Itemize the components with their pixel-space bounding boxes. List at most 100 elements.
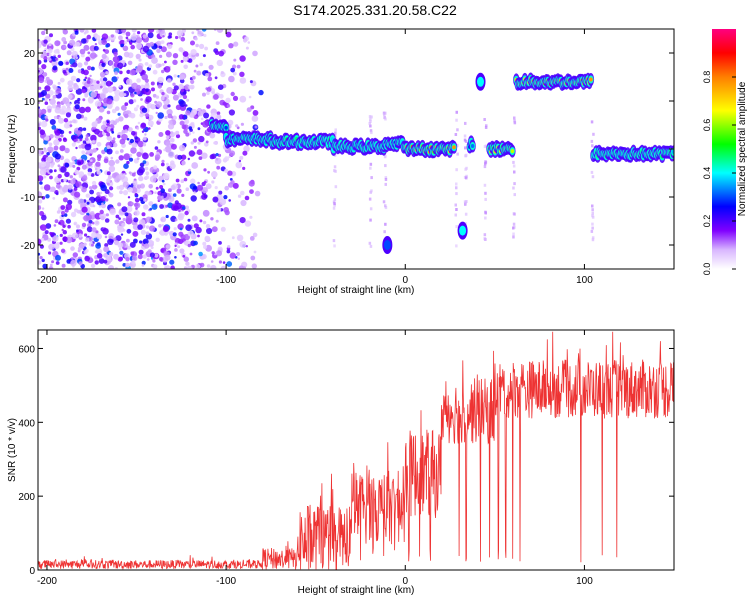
spectrogram-x-tick-label: -100: [216, 275, 236, 286]
noise-cell: [72, 62, 78, 68]
noise-cell: [244, 220, 252, 227]
noise-cell: [105, 198, 109, 202]
noise-cell: [217, 84, 224, 90]
noise-cell: [236, 234, 244, 242]
noise-cell: [198, 108, 202, 111]
noise-cell: [122, 181, 129, 188]
noise-cell: [162, 104, 169, 110]
noise-cell: [83, 31, 87, 35]
noise-cell: [90, 134, 97, 142]
noise-cell: [230, 91, 235, 97]
noise-cell: [135, 37, 143, 44]
streak-cell: [333, 198, 337, 202]
noise-cell: [60, 145, 66, 151]
noise-cell: [91, 29, 97, 33]
noise-cell: [122, 124, 130, 132]
snr-x-tick-label: 100: [576, 576, 593, 587]
noise-cell: [227, 170, 233, 176]
noise-cell: [228, 75, 235, 83]
noise-cell: [64, 162, 70, 168]
noise-cell: [232, 182, 239, 189]
streak-cell: [464, 121, 467, 125]
noise-cell: [164, 60, 167, 64]
noise-cell: [183, 240, 189, 246]
noise-cell: [45, 223, 52, 229]
noise-cell: [38, 42, 42, 49]
noise-cell: [226, 261, 233, 267]
noise-cell: [142, 254, 147, 259]
streak-cell: [384, 177, 388, 181]
noise-cell: [166, 87, 174, 94]
noise-cell: [59, 241, 63, 245]
noise-cell: [104, 243, 109, 248]
noise-cell: [70, 246, 75, 251]
colorbar-ticks: 0.0 0.2 0.4 0.6 0.8: [702, 71, 736, 275]
streak-cell: [454, 213, 457, 217]
noise-cell: [237, 194, 242, 198]
noise-cell: [131, 130, 136, 136]
streak-cell: [484, 191, 487, 195]
noise-cell: [123, 93, 127, 97]
noise-cell: [192, 131, 195, 134]
noise-cell: [53, 85, 58, 90]
noise-cell: [68, 131, 72, 134]
noise-cell: [67, 94, 73, 100]
noise-cell: [54, 40, 61, 47]
noise-cell: [246, 107, 252, 113]
noise-cell: [41, 207, 45, 210]
noise-cell: [210, 264, 217, 269]
noise-cell: [155, 237, 160, 242]
noise-cell: [90, 66, 95, 71]
noise-cell: [115, 118, 120, 123]
noise-cell: [161, 69, 165, 74]
noise-cell: [137, 30, 141, 35]
noise-cell: [121, 206, 128, 213]
noise-cell: [252, 232, 258, 238]
snr-x-tick-label: -200: [37, 576, 57, 587]
noise-cell: [206, 104, 211, 109]
spectrogram-y-tick-label: -10: [21, 193, 36, 204]
noise-cell: [144, 78, 149, 83]
noise-cell: [74, 104, 80, 110]
noise-cell: [56, 210, 61, 214]
noise-cell: [106, 148, 113, 155]
noise-cell: [172, 193, 177, 197]
noise-cell: [104, 218, 110, 223]
noise-cell: [228, 43, 234, 49]
noise-cell: [54, 130, 61, 136]
streak-cell: [456, 152, 459, 156]
noise-cell: [81, 38, 87, 44]
noise-cell: [237, 257, 240, 260]
noise-cell: [73, 187, 78, 191]
noise-cell: [84, 76, 88, 80]
noise-cell: [182, 94, 188, 100]
streak-cell: [512, 164, 516, 168]
noise-cell: [106, 98, 113, 105]
noise-cell: [55, 261, 60, 265]
noise-cell: [180, 179, 185, 183]
noise-cell: [185, 261, 190, 266]
noise-cell: [181, 29, 186, 33]
noise-cell: [151, 203, 158, 210]
noise-cell: [204, 46, 209, 51]
noise-cell: [94, 43, 98, 46]
noise-cell: [106, 120, 110, 124]
spectrogram-y-tick-label: -20: [21, 241, 36, 252]
noise-cell: [129, 241, 136, 248]
noise-cell: [76, 229, 79, 233]
noise-cell: [116, 76, 120, 79]
noise-cell: [170, 138, 175, 143]
noise-cell: [95, 34, 101, 41]
noise-cell: [188, 111, 195, 118]
noise-cell: [149, 175, 157, 183]
noise-cell: [140, 122, 147, 128]
snr-ticks: -200 -100 0 100 0 200 400 600: [18, 330, 674, 587]
noise-cell: [39, 244, 45, 249]
noise-cell: [167, 113, 173, 119]
noise-cell: [144, 83, 150, 90]
noise-cell: [164, 232, 168, 236]
noise-cell: [49, 231, 53, 235]
noise-cell: [163, 148, 166, 152]
noise-cell: [228, 199, 231, 202]
noise-cell: [149, 152, 155, 157]
